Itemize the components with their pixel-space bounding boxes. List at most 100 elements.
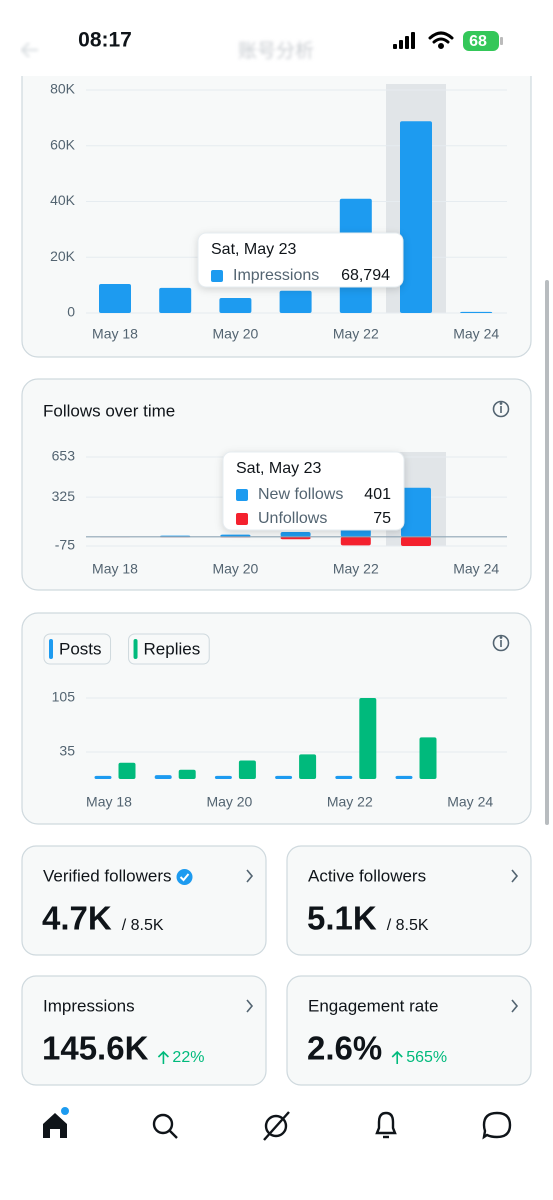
x-tick-label: May 18	[86, 794, 132, 810]
x-tick-label: May 22	[333, 561, 379, 577]
search-tab[interactable]	[152, 1113, 178, 1139]
legend-chip[interactable]	[43, 633, 112, 665]
chevron[interactable]	[511, 999, 519, 1013]
bar	[154, 775, 172, 779]
notifications-tab[interactable]	[375, 1111, 397, 1139]
bar	[340, 536, 371, 546]
stat-label: Engagement rate	[308, 996, 438, 1015]
info-icon[interactable]	[492, 634, 510, 652]
tooltip-title: Sat, May 23	[236, 460, 321, 477]
bar	[178, 769, 196, 779]
stat-change: 565%	[406, 1049, 447, 1066]
y-tick-label: 325	[52, 488, 76, 504]
info-icon[interactable]	[492, 400, 510, 418]
stat-change: 22%	[172, 1049, 204, 1066]
y-tick-label: 653	[52, 448, 76, 464]
tooltip-title: Sat, May 23	[211, 241, 296, 258]
bar	[419, 737, 437, 779]
legend-label: New follows	[258, 486, 343, 503]
y-tick-label: 35	[59, 743, 75, 759]
posts-card	[21, 612, 532, 825]
stat-value: 5.1K	[307, 900, 377, 937]
header-title: 账号分析	[238, 40, 314, 62]
bar	[401, 487, 431, 537]
x-tick-label: May 22	[333, 326, 379, 342]
stat-card[interactable]	[286, 845, 532, 956]
bar	[275, 775, 293, 779]
wifi-icon	[428, 31, 454, 49]
bar	[99, 284, 131, 313]
x-tick-label: May 18	[92, 561, 138, 577]
stat-total: / 8.5K	[122, 917, 164, 934]
tooltip-value: 75	[373, 510, 391, 527]
bar	[118, 762, 136, 779]
battery-icon	[463, 31, 499, 51]
legend-swatch	[236, 489, 248, 501]
stat-label: Verified followers	[43, 866, 172, 885]
y-tick-label: 105	[52, 689, 76, 705]
legend-swatch	[211, 270, 223, 282]
y-tick-label: 0	[67, 304, 75, 320]
bar	[219, 297, 252, 313]
stat-label: Impressions	[43, 996, 135, 1015]
chevron[interactable]	[511, 869, 519, 883]
stat-total: / 8.5K	[387, 917, 429, 934]
verified-check	[179, 873, 190, 882]
notification-dot	[61, 1107, 69, 1115]
y-tick-label: 40K	[50, 192, 76, 208]
y-tick-label: 20K	[50, 248, 76, 264]
status-time: 08:17	[78, 29, 132, 52]
bar	[238, 760, 256, 779]
x-tick-label: May 18	[92, 326, 138, 342]
x-tick-label: May 24	[447, 794, 493, 810]
stat-card[interactable]	[21, 975, 267, 1086]
bar	[280, 531, 311, 537]
legend-swatch	[236, 513, 248, 525]
x-tick-label: May 22	[327, 794, 373, 810]
up-arrow	[391, 1050, 403, 1064]
stat-value: 4.7K	[42, 900, 112, 937]
bottom-nav	[43, 1107, 512, 1141]
bar	[214, 775, 232, 779]
stat-label: Active followers	[308, 866, 426, 885]
messages-tab[interactable]	[482, 1111, 512, 1140]
x-tick-label: May 20	[212, 326, 258, 342]
grok-tab[interactable]	[263, 1111, 290, 1141]
tooltip-value: 401	[364, 486, 391, 503]
bar	[460, 311, 493, 313]
battery-level: 68	[469, 33, 487, 50]
bar	[280, 536, 311, 540]
scrollbar	[545, 280, 549, 825]
battery-tip	[500, 37, 503, 45]
legend-label: Unfollows	[258, 510, 327, 527]
stats: Verified followers 4.7K / 8.5K Active follo…	[42, 866, 519, 1067]
y-tick-label: 80K	[50, 81, 76, 97]
bar	[299, 754, 317, 779]
header	[0, 0, 553, 76]
legend-label: Posts	[59, 639, 102, 658]
signal-icon	[393, 32, 415, 49]
chart-title: Follows over time	[43, 401, 175, 420]
legend-label: Replies	[144, 639, 201, 658]
legend-swatch	[49, 639, 53, 659]
legend-chip[interactable]	[128, 633, 210, 665]
legend-swatch	[133, 639, 138, 659]
chevron[interactable]	[246, 869, 254, 883]
bar	[395, 775, 413, 779]
back-button[interactable]	[20, 42, 38, 58]
legend-label: Impressions	[233, 267, 319, 284]
home-tab[interactable]	[43, 1113, 67, 1138]
stat-value: 2.6%	[307, 1030, 382, 1067]
bar	[401, 536, 431, 546]
stat-card[interactable]	[286, 975, 532, 1086]
up-arrow	[157, 1050, 169, 1064]
verified-badge	[176, 869, 193, 885]
bar	[335, 775, 353, 779]
tooltip-value: 68,794	[341, 267, 390, 284]
bar	[159, 287, 192, 313]
bar	[94, 775, 112, 779]
chevron[interactable]	[246, 999, 254, 1013]
x-tick-label: May 24	[453, 561, 499, 577]
stat-card[interactable]	[21, 845, 267, 956]
